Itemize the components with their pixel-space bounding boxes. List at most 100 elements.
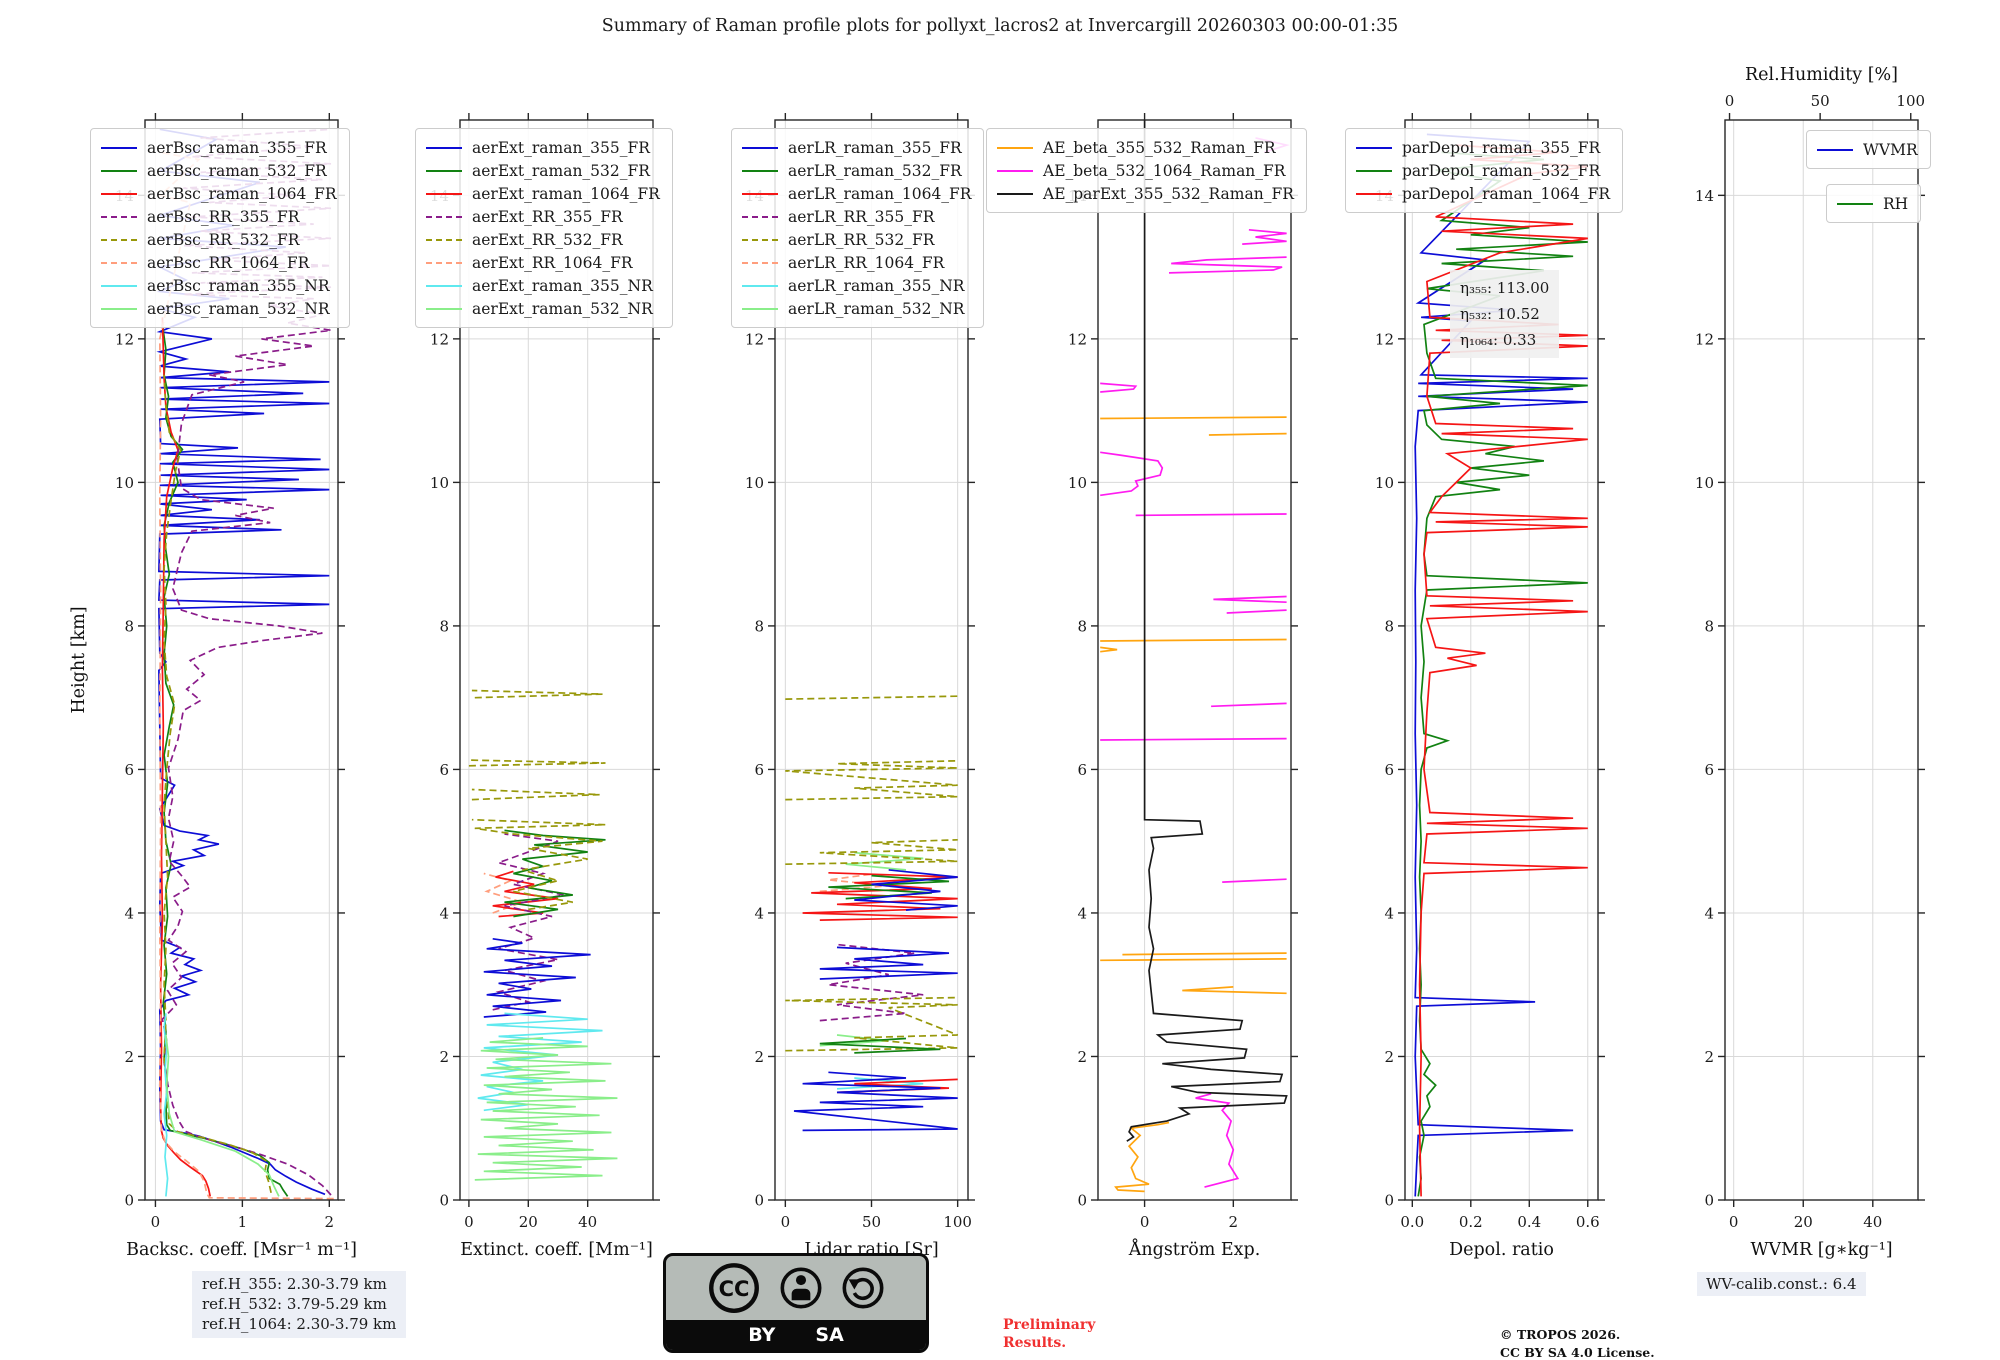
legend-label: aerLR_raman_532_NR — [788, 299, 965, 318]
reference-heights-annotation: ref.H_355: 2.30-3.79 km ref.H_532: 3.79-… — [192, 1271, 407, 1339]
series-aerExt_raman_1064_FR — [492, 870, 559, 918]
legend-line-sample — [101, 307, 137, 310]
panel-5: 0.00.20.40.602468101214Depol. ratio — [1375, 113, 1605, 1260]
y-tick-label: 10 — [115, 474, 134, 492]
legend-label: aerBsc_raman_355_NR — [147, 276, 330, 295]
y-tick-label: 0 — [1704, 1192, 1714, 1210]
legend: parDepol_raman_355_FR parDepol_raman_532_… — [1345, 128, 1624, 213]
cc-strip: BY SA — [666, 1320, 926, 1350]
ref-height-532: ref.H_532: 3.79-5.29 km — [202, 1294, 387, 1313]
legend: AE_beta_355_532_Raman_FR AE_beta_532_1064… — [986, 128, 1307, 213]
legend-item: aerBsc_RR_1064_FR — [101, 251, 337, 274]
legend-item: aerLR_raman_355_FR — [742, 136, 971, 159]
series-AE_beta_532_1064_Raman_FR — [1195, 1092, 1240, 1188]
series-AE_parExt_355_532_Raman_FR — [1126, 120, 1288, 1142]
legend-line-sample — [426, 261, 462, 264]
y-tick-label: 4 — [1077, 904, 1087, 922]
copyright-line-1: © TROPOS 2026. — [1500, 1327, 1621, 1342]
legend-label: aerBsc_raman_532_FR — [147, 161, 327, 180]
legend-item: aerLR_RR_1064_FR — [742, 251, 971, 274]
series-aerLR_raman_355_FR — [819, 946, 958, 980]
legend-label: RH — [1883, 194, 1909, 213]
legend-label: aerBsc_RR_355_FR — [147, 207, 300, 226]
series-aerExt_raman_532_FR — [504, 829, 606, 918]
y-tick-label: 6 — [1384, 761, 1394, 779]
series-aerBsc_raman_355_NR — [163, 1013, 169, 1197]
eta-532-value: η₅₃₂: 10.52 — [1460, 305, 1540, 323]
series-aerLR_RR_532_FR — [785, 695, 958, 700]
legend-label: aerLR_raman_355_NR — [788, 276, 965, 295]
top-tick-label: 100 — [1896, 92, 1925, 110]
series-AE_beta_355_532_Raman_FR — [1100, 638, 1287, 642]
legend-line-sample — [742, 169, 778, 172]
series-parDepol_raman_1064_FR — [1418, 144, 1588, 1197]
y-tick-label: 6 — [124, 761, 134, 779]
y-tick-label: 0 — [754, 1192, 764, 1210]
legend-line-sample — [101, 146, 137, 149]
series-aerBsc_RR_532_FR — [163, 374, 272, 1193]
x-tick-label: 50 — [862, 1213, 881, 1231]
series-aerLR_raman_355_FR — [854, 869, 958, 911]
legend-item: aerExt_raman_1064_FR — [426, 182, 660, 205]
copyright-note: © TROPOS 2026. CC BY SA 4.0 License. — [1500, 1326, 1655, 1360]
legend-line-sample — [101, 192, 137, 195]
series-AE_beta_355_532_Raman_FR — [1114, 1121, 1170, 1193]
y-tick-label: 4 — [1384, 904, 1394, 922]
depol-calibration-annotation: η₃₅₅: 113.00 η₅₃₂: 10.52 η₁₀₆₄: 0.33 — [1450, 270, 1560, 358]
y-tick-label: 4 — [439, 904, 449, 922]
legend-item: AE_beta_532_1064_Raman_FR — [997, 159, 1294, 182]
y-tick-label: 8 — [124, 617, 134, 635]
series-aerExt_RR_532_FR — [471, 689, 603, 699]
legend-item: aerBsc_raman_532_FR — [101, 159, 337, 182]
legend-label: aerLR_RR_1064_FR — [788, 253, 945, 272]
wv-calibration-annotation: WV-calib.const.: 6.4 — [1697, 1272, 1866, 1296]
x-tick-label: 1 — [238, 1213, 248, 1231]
x-tick-label: 0.0 — [1400, 1213, 1424, 1231]
series-aerExt_RR_532_FR — [471, 818, 606, 911]
legend-item: RH — [1837, 192, 1908, 215]
legend: aerBsc_raman_355_FR aerBsc_raman_532_FR ae… — [90, 128, 350, 328]
x-axis-label: Depol. ratio — [1449, 1240, 1554, 1260]
legend-item: aerBsc_RR_532_FR — [101, 228, 337, 251]
legend-label: aerLR_RR_532_FR — [788, 230, 935, 249]
x-axis-label: Ångström Exp. — [1128, 1239, 1261, 1260]
legend-label: aerLR_raman_532_FR — [788, 161, 962, 180]
y-tick-label: 0 — [439, 1192, 449, 1210]
legend-line-sample — [742, 215, 778, 218]
cc-license-badge: CC BY SA — [663, 1253, 929, 1353]
legend-line-sample — [101, 261, 137, 264]
legend-label: parDepol_raman_355_FR — [1402, 138, 1601, 157]
legend-item: parDepol_raman_1064_FR — [1356, 182, 1610, 205]
y-tick-label: 8 — [754, 617, 764, 635]
series-aerExt_raman_532_NR — [474, 1036, 618, 1181]
x-axis-label: Extinct. coeff. [Mm⁻¹] — [460, 1240, 653, 1260]
share-alike-icon — [840, 1265, 886, 1315]
series-aerLR_RR_532_FR — [785, 996, 959, 1052]
series-AE_beta_355_532_Raman_FR — [1182, 986, 1287, 995]
x-tick-label: 0.4 — [1517, 1213, 1541, 1231]
y-tick-label: 10 — [430, 474, 449, 492]
top-tick-label: 50 — [1811, 92, 1830, 110]
y-tick-label: 12 — [430, 330, 449, 348]
legend-line-sample — [426, 192, 462, 195]
top-axis-label: Rel.Humidity [%] — [1745, 65, 1898, 85]
series-aerLR_RR_532_FR — [785, 838, 958, 866]
series-AE_beta_532_1064_Raman_FR — [1100, 451, 1164, 497]
legend-label: aerLR_RR_355_FR — [788, 207, 935, 226]
figure-title: Summary of Raman profile plots for polly… — [601, 16, 1399, 36]
y-tick-label: 2 — [439, 1048, 449, 1066]
ref-height-355: ref.H_355: 2.30-3.79 km — [202, 1275, 387, 1293]
legend-item: aerLR_raman_355_NR — [742, 274, 971, 297]
series-AE_beta_532_1064_Raman_FR — [1213, 595, 1287, 604]
legend-line-sample — [101, 169, 137, 172]
legend-label: aerExt_RR_1064_FR — [472, 253, 633, 272]
legend-line-sample — [997, 192, 1033, 195]
preliminary-line-1: Preliminary — [1003, 1317, 1096, 1333]
legend-item: aerLR_raman_532_NR — [742, 297, 971, 320]
legend-item: aerExt_RR_355_FR — [426, 205, 660, 228]
attribution-person-icon — [778, 1265, 824, 1315]
series-aerLR_raman_355_FR — [793, 1071, 958, 1132]
x-axis-label: WVMR [g∗kg⁻¹] — [1750, 1240, 1892, 1260]
x-tick-label: 0.2 — [1459, 1213, 1483, 1231]
